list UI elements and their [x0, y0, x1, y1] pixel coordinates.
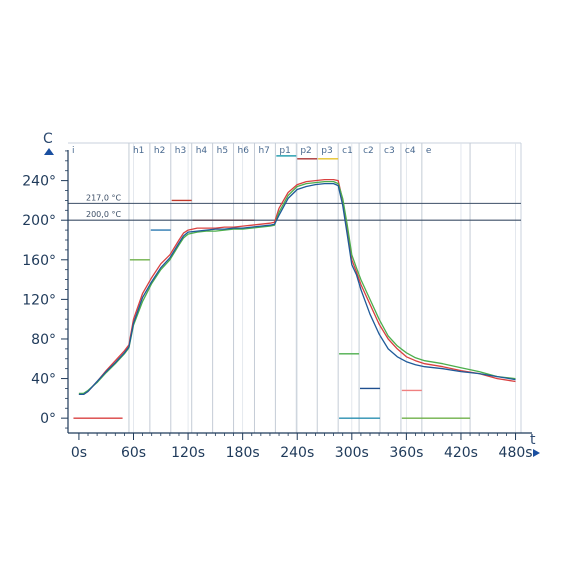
zone-boundaries [68, 142, 522, 433]
x-tick-label-5: 300s [335, 445, 369, 461]
y-tick-label-2: 80° [31, 332, 56, 348]
zone-label-c2: c2 [363, 146, 374, 156]
series-line-0 [78, 178, 516, 396]
zone-setpoints [73, 155, 471, 419]
zone-label-h2: h2 [154, 146, 165, 156]
zone-label-p1: p1 [279, 146, 290, 156]
x-axis-arrow-icon [533, 449, 540, 457]
x-tick-label-6: 360s [389, 445, 423, 461]
x-tick-label-3: 180s [226, 445, 260, 461]
zone-label-c3: c3 [384, 146, 395, 156]
zone-label-p2: p2 [300, 146, 311, 156]
zone-label-h4: h4 [196, 146, 208, 156]
axes [61, 150, 532, 440]
y-tick-labels: 0° 40° 80° 120° 160° 200° 240° [22, 174, 56, 428]
y-tick-label-5: 200° [22, 213, 56, 229]
y-tick-label-0: 0° [40, 411, 56, 427]
x-tick-label-4: 240s [280, 445, 314, 461]
y-tick-label-3: 120° [22, 292, 56, 308]
y-tick-label-6: 240° [22, 174, 56, 190]
x-tick-label-1: 60s [121, 445, 146, 461]
reference-lines: 217,0 °C 200,0 °C [68, 193, 521, 221]
x-tick-label-7: 420s [444, 445, 478, 461]
zone-label-h6: h6 [238, 146, 250, 156]
x-tick-label-2: 120s [171, 445, 205, 461]
y-axis-arrow-icon [44, 148, 54, 155]
x-tick-labels: 0s 60s 120s 180s 240s 300s 360s 420s 480s [71, 445, 533, 461]
y-tick-label-4: 160° [22, 253, 56, 269]
zone-label-e: e [426, 146, 432, 156]
zone-labels: i h1 h2 h3 h4 h5 h6 h7 p1 p2 p3 c1 c2 c3 c4 e [72, 146, 432, 156]
zone-label-i: i [72, 146, 75, 156]
x-tick-label-8: 480s [499, 445, 533, 461]
zone-label-c1: c1 [342, 146, 353, 156]
series-line-1 [78, 180, 516, 395]
vertical-grid [133, 143, 516, 433]
zone-label-p3: p3 [321, 146, 332, 156]
y-tick-label-1: 40° [31, 372, 56, 388]
x-tick-label-0: 0s [71, 445, 87, 461]
series-line-2 [78, 182, 516, 396]
zone-label-h7: h7 [258, 146, 269, 156]
x-axis-label: t [530, 432, 536, 448]
zone-label-c4: c4 [405, 146, 416, 156]
zone-label-h5: h5 [217, 146, 228, 156]
reference-label-0: 217,0 °C [86, 193, 121, 202]
temperature-series [78, 178, 516, 396]
y-axis-label: C [43, 131, 53, 147]
zone-label-h3: h3 [175, 146, 186, 156]
reference-label-1: 200,0 °C [86, 210, 121, 219]
zone-label-h1: h1 [133, 146, 144, 156]
